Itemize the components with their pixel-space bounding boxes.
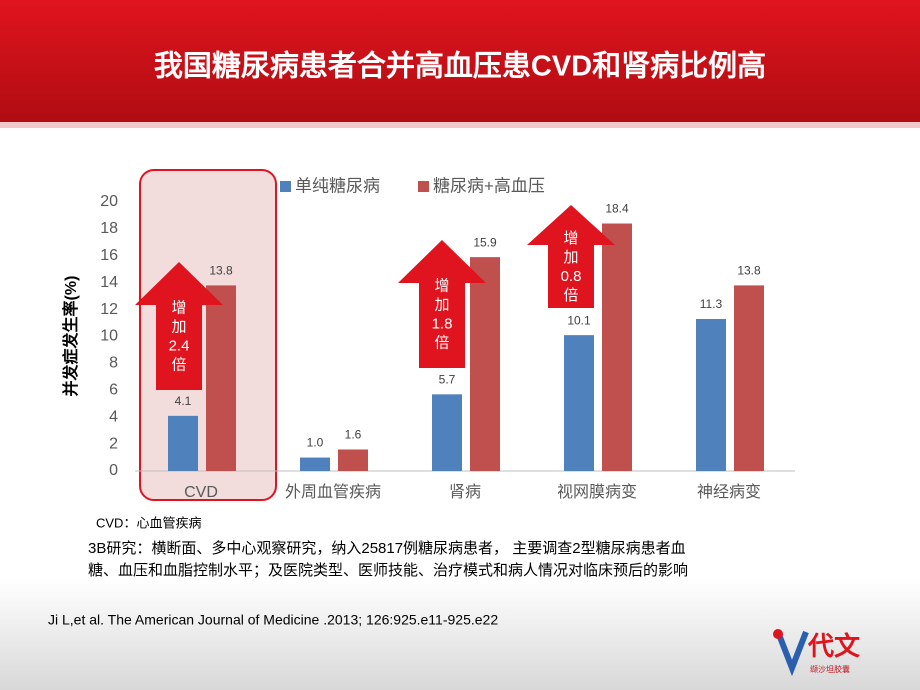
- annotation-text: 增: [171, 299, 186, 316]
- x-tick-label: 神经病变: [697, 483, 761, 501]
- bar: [300, 457, 330, 471]
- y-tick-label: 0: [109, 462, 118, 479]
- value-label: 1.6: [345, 428, 362, 442]
- annotation-text: 倍: [171, 356, 186, 373]
- description-line: 3B研究：横断面、多中心观察研究，纳入25817例糖尿病患者， 主要调查2型糖尿…: [88, 539, 686, 557]
- y-tick-label: 10: [100, 328, 118, 345]
- banner-edge: [0, 122, 920, 128]
- annotation-text: 倍: [563, 287, 578, 304]
- y-axis-label: 并发症发生率(%): [61, 276, 80, 397]
- value-label: 11.3: [700, 297, 723, 311]
- footnote: CVD：心血管疾病: [96, 515, 201, 530]
- value-label: 1.0: [307, 436, 324, 450]
- value-label: 4.1: [175, 394, 192, 408]
- y-tick-label: 12: [100, 301, 118, 318]
- annotation-text: 增: [563, 230, 578, 247]
- citation: Ji L,et al. The American Journal of Medi…: [48, 612, 498, 628]
- bar: [338, 449, 368, 471]
- bar: [734, 285, 764, 471]
- annotation-arrow: [398, 240, 486, 368]
- annotation-text: 加: [434, 296, 449, 313]
- x-tick-label: 视网膜病变: [557, 483, 637, 501]
- x-tick-label: 肾病: [449, 483, 481, 501]
- x-tick-label: 外周血管疾病: [285, 483, 381, 501]
- annotation-text: 倍: [434, 334, 449, 351]
- y-tick-label: 2: [109, 435, 118, 452]
- annotation-text: 0.8: [561, 268, 582, 285]
- y-tick-label: 4: [109, 408, 118, 425]
- legend-swatch: [280, 181, 291, 192]
- y-tick-label: 18: [100, 220, 118, 237]
- annotation-text: 加: [563, 249, 578, 266]
- y-tick-label: 20: [100, 193, 118, 210]
- footer: [0, 580, 920, 690]
- logo-product: 缬沙坦胶囊: [810, 664, 850, 674]
- description-line: 糖、血压和血脂控制水平；及医院类型、医师技能、治疗模式和病人情况对临床预后的影响: [88, 561, 688, 579]
- chart-title: 我国糖尿病患者合并高血压患CVD和肾病比例高: [154, 49, 766, 83]
- bar: [470, 257, 500, 471]
- y-tick-label: 8: [109, 355, 118, 372]
- legend-label: 糖尿病+高血压: [433, 176, 545, 195]
- y-tick-label: 6: [109, 382, 118, 399]
- y-tick-label: 14: [100, 274, 118, 291]
- logo-brand: 代文: [807, 631, 861, 661]
- value-label: 18.4: [605, 202, 629, 216]
- banner: [0, 0, 920, 122]
- bar: [206, 285, 236, 471]
- value-label: 10.1: [567, 313, 591, 327]
- logo-dot: [773, 629, 783, 639]
- value-label: 5.7: [439, 373, 456, 387]
- y-tick-label: 16: [100, 247, 118, 264]
- value-label: 15.9: [473, 235, 497, 249]
- annotation-text: 增: [434, 277, 449, 294]
- bar: [432, 394, 462, 471]
- legend-swatch: [418, 181, 429, 192]
- legend-label: 单纯糖尿病: [295, 176, 380, 195]
- annotation-text: 1.8: [432, 315, 453, 332]
- annotation-arrow: [135, 262, 223, 390]
- annotation-arrow: [527, 205, 615, 308]
- bar: [564, 335, 594, 471]
- bar: [168, 415, 198, 471]
- annotation-text: 加: [171, 318, 186, 335]
- annotation-text: 2.4: [169, 337, 190, 354]
- x-tick-label: CVD: [184, 484, 218, 501]
- value-label: 13.8: [209, 264, 233, 278]
- bar: [602, 223, 632, 471]
- logo-mark: [775, 630, 809, 677]
- value-label: 13.8: [737, 264, 761, 278]
- bar: [696, 319, 726, 471]
